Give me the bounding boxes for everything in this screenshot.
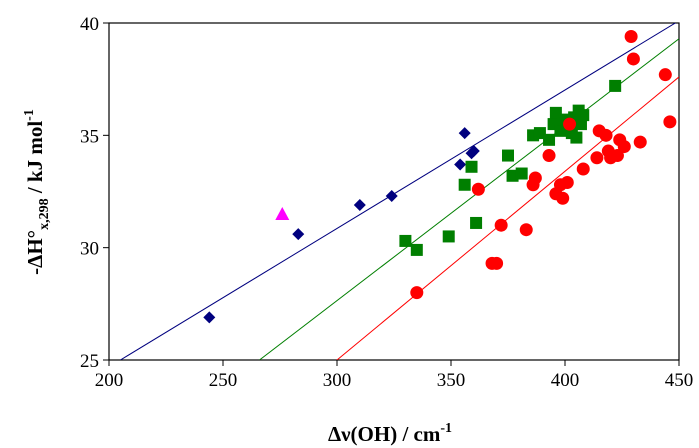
x-tick-label: 450 — [665, 370, 694, 391]
data-point-square — [515, 167, 528, 180]
data-point-circle — [410, 286, 424, 300]
data-point-diamond — [458, 127, 471, 140]
data-point-circle — [494, 218, 508, 232]
data-point-diamond — [454, 158, 467, 171]
x-axis-title: Δν(OH) / cm-1 — [328, 421, 452, 446]
data-point-circle — [610, 149, 624, 163]
data-point-square — [506, 169, 519, 182]
data-point-circle — [658, 68, 672, 82]
data-point-circle — [560, 176, 574, 190]
data-point-square — [470, 216, 483, 229]
data-point-circle — [624, 29, 638, 43]
plot-area — [108, 22, 680, 361]
y-axis-title-mid: / kJ mol — [23, 121, 47, 199]
data-point-circle — [633, 135, 647, 149]
data-point-triangle — [275, 206, 290, 220]
fit-line-circle — [336, 76, 679, 360]
data-point-circle — [471, 182, 485, 196]
x-tick-label: 200 — [95, 370, 124, 391]
y-tick-label: 35 — [80, 126, 99, 147]
data-point-diamond — [292, 228, 305, 241]
fit-lines — [120, 23, 679, 360]
data-point-circle — [519, 223, 533, 237]
y-tick-label: 30 — [80, 239, 99, 260]
data-point-diamond — [385, 189, 398, 202]
y-axis-title-sup: -1 — [22, 109, 37, 121]
x-tick-label: 350 — [437, 370, 466, 391]
x-tick-label: 250 — [209, 370, 238, 391]
data-point-square — [543, 133, 556, 146]
data-point-circle — [556, 191, 570, 205]
axis-ticks: 200 250 300 350 400 450 25 30 35 40 — [80, 14, 693, 391]
data-point-circle — [528, 171, 542, 185]
data-point-square — [442, 230, 455, 243]
data-point-square — [570, 131, 583, 144]
data-point-diamond — [467, 145, 480, 158]
fit-line-diamond — [120, 23, 677, 360]
data-point-square — [465, 160, 478, 173]
data-point-square — [399, 234, 412, 247]
data-point-diamond — [203, 311, 216, 324]
y-axis-title-text: -ΔH° — [23, 230, 47, 275]
data-point-square — [410, 243, 423, 256]
data-point-circle — [663, 115, 677, 129]
fit-line-square — [259, 38, 679, 360]
data-point-circle — [617, 140, 631, 154]
data-markers — [203, 29, 677, 324]
data-point-square — [577, 109, 590, 122]
data-point-circle — [490, 256, 504, 270]
data-point-square — [458, 178, 471, 191]
data-point-square — [609, 79, 622, 92]
data-point-diamond — [353, 198, 366, 211]
y-axis-title-sub: x,298 — [37, 198, 52, 230]
data-point-circle — [599, 128, 613, 142]
y-tick-label: 25 — [80, 351, 99, 372]
data-point-circle — [576, 162, 590, 176]
x-tick-label: 300 — [323, 370, 352, 391]
x-axis-title-sup: -1 — [440, 421, 452, 436]
data-point-square — [533, 127, 546, 140]
data-point-circle — [563, 117, 577, 131]
data-point-circle — [590, 151, 604, 165]
x-tick-label: 400 — [551, 370, 580, 391]
data-point-square — [502, 149, 514, 162]
x-axis-title-text: Δν(OH) / cm — [328, 422, 441, 446]
data-point-circle — [542, 149, 556, 163]
y-tick-label: 40 — [80, 14, 99, 35]
y-axis-title: -ΔH°x,298 / kJ mol-1 — [22, 109, 52, 275]
data-point-circle — [626, 52, 640, 66]
